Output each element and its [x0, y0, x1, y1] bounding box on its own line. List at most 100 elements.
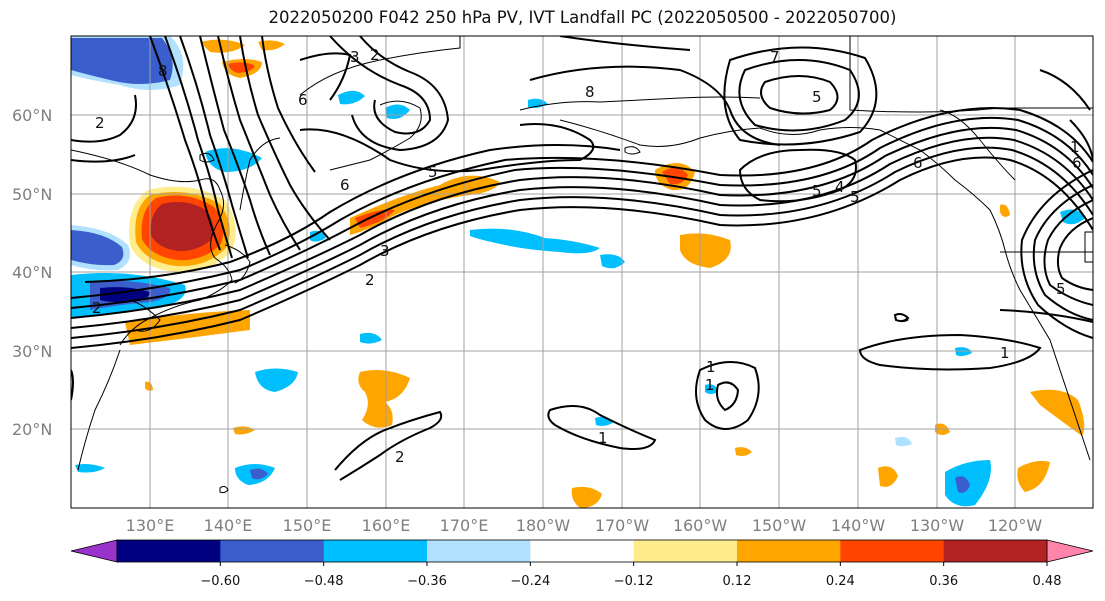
contour-label: 6 — [298, 91, 308, 109]
contour-label: 6 — [913, 154, 923, 172]
pv-anomaly-negative — [255, 368, 298, 392]
contour-label: 5 — [812, 182, 822, 200]
contour-label: 5 — [812, 88, 822, 106]
lon-tick-label: 150°E — [283, 516, 332, 535]
colorbar-segment — [220, 540, 325, 562]
lon-tick-label: 150°W — [752, 516, 807, 535]
page-title: 2022050200 F042 250 hPa PV, IVT Landfall… — [268, 8, 897, 27]
pv-anomaly-negative — [600, 254, 625, 269]
pv-anomaly-negative — [71, 230, 124, 266]
pv-shading — [71, 36, 1085, 508]
colorbar-tick-label: −0.36 — [407, 574, 447, 589]
lat-lon-grid — [71, 36, 1093, 508]
colorbar-tick-label: −0.48 — [304, 574, 344, 589]
contour-label: 2 — [370, 46, 380, 64]
colorbar-low-extension — [70, 539, 118, 563]
lat-tick-label: 40°N — [12, 263, 52, 282]
lon-tick-label: 160°E — [362, 516, 411, 535]
map-frame — [70, 35, 1094, 509]
colorbar-segment — [427, 540, 531, 562]
pv-anomaly-positive — [355, 209, 395, 228]
contour-label: 2 — [92, 299, 102, 317]
contour-labels: 3 2 2 8 6 5 6 5 8 7 5 4 5 6 1 6 3 2 2 1 … — [92, 46, 1082, 466]
colorbar-segment — [530, 540, 635, 562]
contour-label: 2 — [365, 271, 375, 289]
contour-label: 5 — [850, 188, 860, 206]
lon-axis: 130°E 140°E 150°E 160°E 170°E 180°W 170°… — [126, 516, 1043, 535]
pv-anomaly-negative — [71, 38, 173, 84]
pv-anomaly-negative — [470, 228, 600, 254]
contour-label: 3 — [350, 48, 360, 66]
pv-anomaly-positive — [145, 381, 153, 391]
pv-anomaly-negative — [205, 148, 262, 172]
colorbar-frame — [116, 539, 1048, 563]
lat-tick-label: 50°N — [12, 185, 52, 204]
colorbar-segment — [323, 540, 428, 562]
colorbar-tick-label: 0.12 — [723, 574, 752, 589]
colorbar-tick-label: 0.36 — [929, 574, 958, 589]
lon-tick-label: 170°W — [595, 516, 650, 535]
lat-tick-label: 60°N — [12, 106, 52, 125]
pv-anomaly-negative — [250, 468, 268, 480]
lon-tick-label: 120°W — [988, 516, 1043, 535]
contour-label: 3 — [380, 242, 390, 260]
pv-anomaly-positive — [150, 202, 214, 252]
pv-anomaly-negative — [338, 90, 365, 105]
lon-tick-label: 180°W — [516, 516, 571, 535]
pv-anomaly-positive — [735, 447, 752, 456]
colorbar-tick-label: 0.24 — [826, 574, 855, 589]
contour-label: 4 — [835, 178, 845, 196]
pv-anomaly-positive — [200, 39, 245, 53]
colorbar-segment — [737, 540, 841, 562]
contour-label: 1 — [598, 429, 608, 447]
height-contours — [71, 36, 1093, 481]
pv-anomaly-positive — [1000, 204, 1010, 217]
pv-anomaly-positive — [233, 426, 255, 435]
contour-label: 8 — [158, 62, 168, 80]
lon-tick-label: 140°E — [204, 516, 253, 535]
contour-label: 7 — [770, 48, 780, 66]
pv-anomaly-negative — [895, 436, 912, 447]
colorbar-tick-label: −0.24 — [510, 574, 550, 589]
pv-anomaly-positive — [1017, 460, 1050, 492]
map-panel: 3 2 2 8 6 5 6 5 8 7 5 4 5 6 1 6 3 2 2 1 … — [71, 36, 1093, 508]
colorbar-tick-label: 0.48 — [1033, 574, 1062, 589]
pv-anomaly-positive — [350, 175, 500, 235]
lon-tick-label: 130°E — [126, 516, 175, 535]
pv-anomaly-positive — [358, 370, 410, 428]
contour-label: 2 — [395, 448, 405, 466]
contour-label: 1 — [706, 358, 716, 376]
contour-label: 1 — [1070, 138, 1080, 156]
pv-anomaly-negative — [955, 347, 972, 357]
lon-tick-label: 170°E — [440, 516, 489, 535]
pv-anomaly-negative — [75, 464, 105, 473]
lat-axis: 60°N 50°N 40°N 30°N 20°N — [12, 106, 52, 439]
colorbar-segment — [840, 540, 945, 562]
contour-label: 2 — [95, 114, 105, 132]
pv-anomaly-positive — [571, 486, 602, 508]
colorbar-tick-label: −0.12 — [614, 574, 654, 589]
lon-tick-label: 130°W — [910, 516, 965, 535]
contour-label: 6 — [1072, 154, 1082, 172]
contour-label: 5 — [428, 163, 438, 181]
colorbar-segment — [117, 540, 221, 562]
pv-anomaly-positive — [878, 466, 898, 487]
contour-label: 5 — [1056, 280, 1066, 298]
lon-tick-label: 140°W — [831, 516, 886, 535]
pv-anomaly-positive — [258, 40, 285, 51]
contour-label: 8 — [585, 83, 595, 101]
contour-label: 6 — [340, 176, 350, 194]
pv-anomaly-negative — [310, 230, 326, 242]
pv-anomaly-positive — [662, 167, 688, 185]
contour-label: 1 — [1000, 344, 1010, 362]
colorbar-segment — [943, 540, 1048, 562]
lon-tick-label: 160°W — [673, 516, 728, 535]
pv-anomaly-positive — [228, 62, 255, 73]
colorbar-high-extension — [1046, 539, 1094, 563]
lat-tick-label: 30°N — [12, 342, 52, 361]
colorbar: −0.60 −0.48 −0.36 −0.24 −0.12 0.12 0.24 0.36 0.4… — [70, 539, 1094, 589]
pv-anomaly-positive — [680, 233, 731, 268]
lat-tick-label: 20°N — [12, 420, 52, 439]
pv-anomaly-negative — [705, 384, 718, 394]
